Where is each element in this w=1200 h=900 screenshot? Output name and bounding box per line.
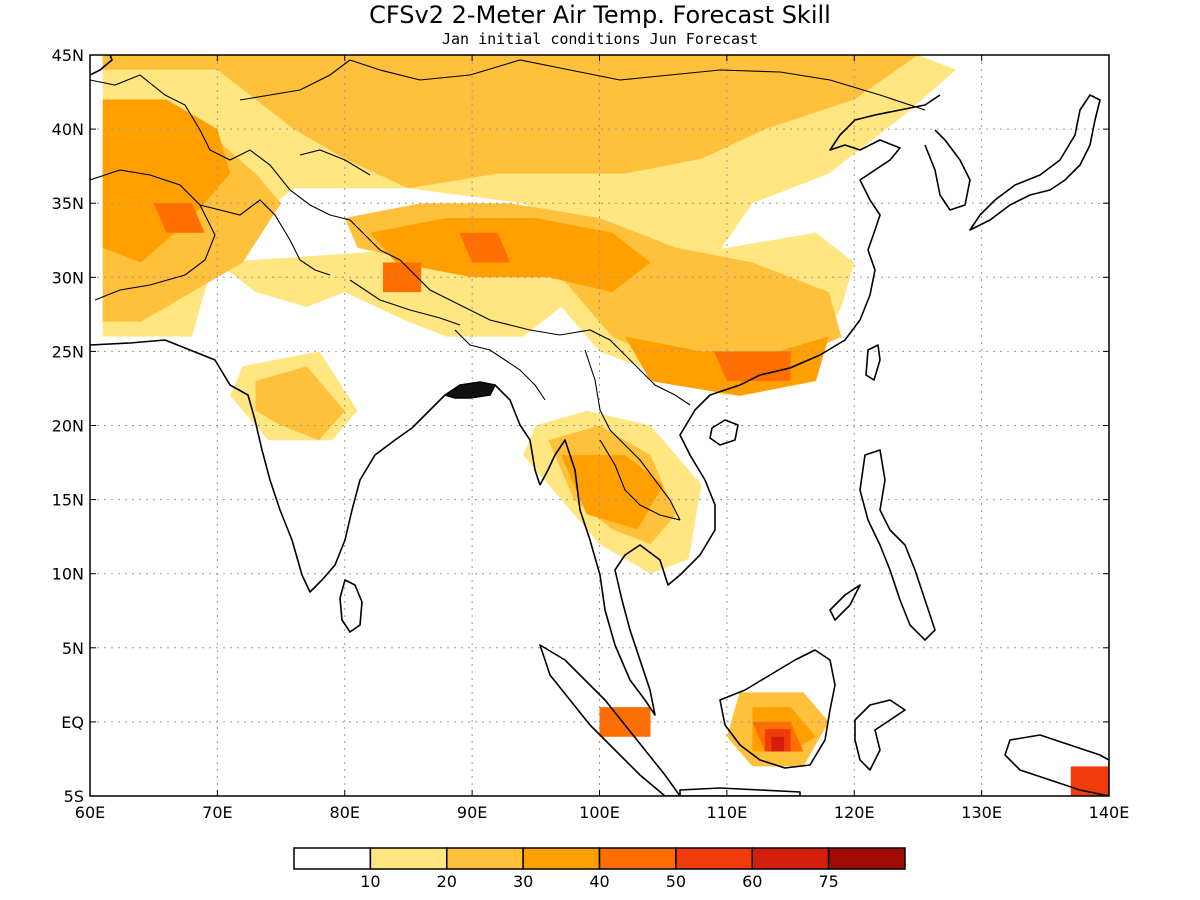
colorbar-swatch <box>827 847 906 870</box>
sulawesi-coastline <box>854 699 906 771</box>
sri-lanka-coastline <box>339 579 363 633</box>
lon-tick-label: 60E <box>75 803 105 822</box>
korea-coastline <box>924 129 971 211</box>
coastlines <box>90 55 1109 796</box>
lon-tick-label: 70E <box>202 803 232 822</box>
colorbar-label: 60 <box>742 872 762 891</box>
new-guinea-coastline <box>1004 734 1109 796</box>
lon-tick-label: 110E <box>707 803 748 822</box>
axes: 60E 70E 80E 90E 100E 110E 120E 130E 140E 45N 40N 35… <box>52 46 1130 822</box>
lon-tick-label: 130E <box>961 803 1002 822</box>
skill-region-level-5 <box>1070 766 1109 796</box>
skill-region-level-3 <box>370 218 651 293</box>
colorbar-label: 30 <box>513 872 533 891</box>
lon-tick-label: 90E <box>457 803 487 822</box>
skill-region-level-4 <box>714 351 791 381</box>
skill-region-level-3 <box>561 455 664 530</box>
java-coastline <box>679 787 801 796</box>
colorbar-swatch <box>675 847 753 870</box>
colorbar-swatch <box>446 847 524 870</box>
skill-region-level-4 <box>153 203 205 233</box>
bengal-delta <box>444 381 496 399</box>
hainan-coastline <box>709 419 739 446</box>
taiwan-coastline <box>865 344 881 381</box>
colorbar-label: 10 <box>360 872 380 891</box>
country-borders <box>90 59 926 521</box>
skill-region-level-2 <box>102 55 918 189</box>
colorbar-swatch <box>751 847 830 870</box>
lat-tick-label: 35N <box>52 194 84 213</box>
japan-coastline <box>969 94 1101 231</box>
gridlines <box>90 55 1109 796</box>
colorbar-swatch <box>598 847 677 870</box>
caspian-coastline <box>90 55 113 76</box>
colorbar-label: 40 <box>589 872 609 891</box>
lat-tick-label: 5S <box>64 787 84 806</box>
borneo-coastline <box>719 649 836 769</box>
skill-region-level-6 <box>771 736 785 752</box>
lon-tick-label: 80E <box>330 803 360 822</box>
lat-tick-label: 40N <box>52 120 84 139</box>
sumatra-coastline <box>539 644 681 796</box>
lat-tick-label: EQ <box>61 713 84 732</box>
philippines-coastline <box>859 449 936 641</box>
map-title: CFSv2 2-Meter Air Temp. Forecast Skill <box>369 1 831 29</box>
lon-tick-label: 100E <box>579 803 620 822</box>
colorbar-label: 20 <box>437 872 457 891</box>
skill-region-level-4 <box>459 232 511 263</box>
map-subtitle: Jan initial conditions Jun Forecast <box>442 30 758 48</box>
lat-tick-label: 25N <box>52 342 84 361</box>
colorbar-swatch <box>522 847 601 870</box>
lon-tick-label: 120E <box>834 803 875 822</box>
lon-tick-label: 140E <box>1089 803 1130 822</box>
lat-tick-label: 10N <box>52 565 84 584</box>
skill-region-level-4 <box>383 262 422 293</box>
skill-region-level-4 <box>599 707 651 737</box>
lat-tick-label: 30N <box>52 268 84 287</box>
lat-tick-label: 45N <box>52 46 84 65</box>
colorbar: 10 20 30 40 50 60 75 <box>293 847 906 891</box>
lat-tick-label: 20N <box>52 417 84 436</box>
colorbar-label: 50 <box>666 872 686 891</box>
china-coastline <box>829 94 941 321</box>
lat-tick-label: 15N <box>52 491 84 510</box>
lat-tick-label: 5N <box>62 639 84 658</box>
colorbar-swatch <box>369 847 448 870</box>
indochina-coastline <box>539 319 861 716</box>
palawan-coastline <box>829 584 861 621</box>
skill-region-level-2 <box>255 366 345 441</box>
skill-shading <box>102 55 1109 796</box>
colorbar-swatch <box>293 847 372 870</box>
colorbar-label: 75 <box>818 872 838 891</box>
